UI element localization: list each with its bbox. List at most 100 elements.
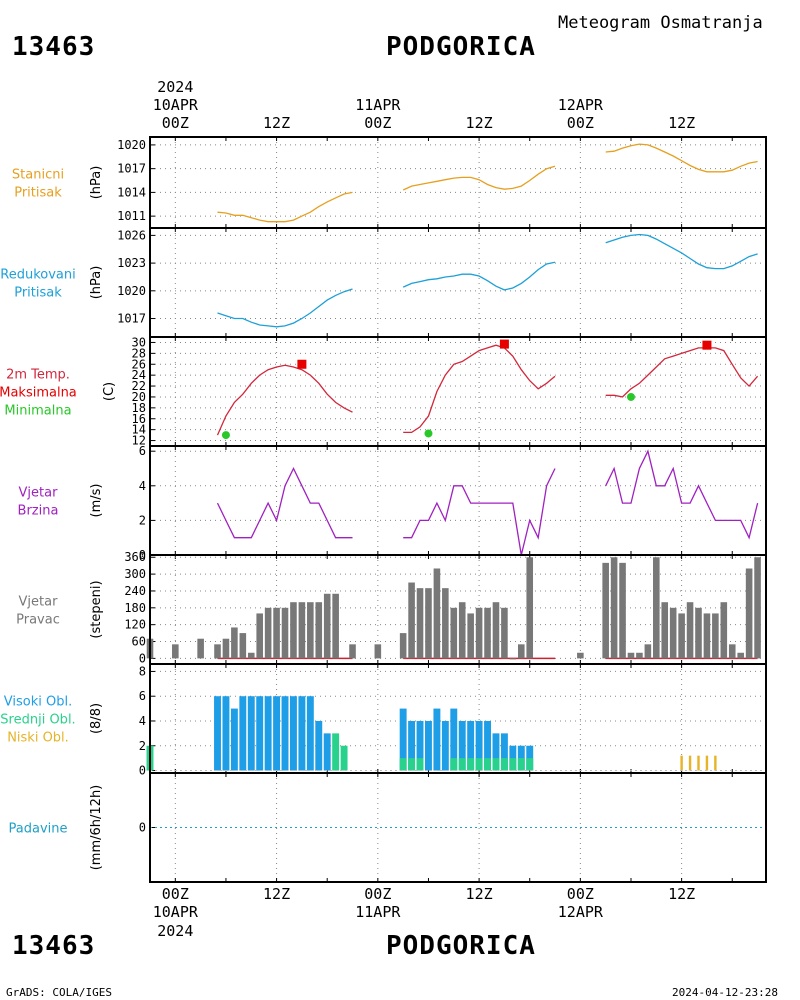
wind-direction-bar — [433, 568, 441, 659]
panel-label: Pravac — [16, 613, 60, 628]
station_pressure-line — [402, 165, 556, 191]
station-name-top: PODGORICA — [386, 32, 536, 62]
wind-direction-bar — [577, 652, 584, 659]
wind-direction-bar — [281, 607, 289, 659]
top-hour-label: 00Z — [567, 114, 594, 132]
cloud-bar — [484, 758, 491, 771]
cloud-bar — [475, 720, 483, 771]
cloud-bar — [214, 696, 221, 771]
station-id-bottom: 13463 — [12, 931, 96, 961]
y-tick-label: 24 — [132, 368, 146, 382]
min-temp-marker — [221, 431, 230, 440]
wind-direction-bar — [298, 602, 306, 659]
top-year-label: 2024 — [157, 78, 193, 96]
wind-direction-bar — [416, 588, 424, 659]
wind-direction-bar — [492, 602, 500, 659]
wind-direction-bar — [745, 568, 753, 659]
y-tick-label: 1017 — [117, 162, 146, 176]
bottom-day-label: 11APR — [355, 903, 401, 921]
bottom-hour-label: 12Z — [466, 885, 493, 903]
station_pressure-line — [605, 143, 758, 173]
top-hour-label: 12Z — [668, 114, 695, 132]
wind-direction-bar — [678, 613, 685, 659]
panel-label: Niski Obl. — [7, 731, 69, 746]
cloud-bar — [714, 755, 717, 771]
y-axis-label: (8/8) — [89, 703, 104, 734]
wind-direction-bar — [172, 644, 179, 659]
cloud-bar — [425, 720, 432, 771]
y-tick-label: 1020 — [117, 138, 146, 152]
y-axis-label: (C) — [102, 382, 117, 401]
wind-direction-bar — [602, 562, 609, 659]
wind-direction-bar — [653, 557, 660, 659]
cloud-bar — [399, 758, 407, 771]
bottom-day-label: 10APR — [153, 903, 199, 921]
wind_speed-line — [216, 467, 353, 539]
meteogram-subtitle: Meteogram Osmatranja — [558, 13, 763, 33]
y-tick-label: 360 — [124, 550, 146, 564]
y-tick-label: 1014 — [117, 185, 146, 199]
bottom-hour-label: 12Z — [668, 885, 695, 903]
top-day-label: 10APR — [153, 96, 199, 114]
y-tick-label: 120 — [124, 618, 146, 632]
y-tick-label: 12 — [132, 434, 146, 448]
wind-direction-bar — [239, 633, 247, 659]
panel-frame — [149, 445, 767, 556]
y-tick-label: 6 — [139, 689, 146, 703]
y-tick-label: 16 — [132, 412, 146, 426]
temperature-line — [605, 347, 759, 398]
y-tick-label: 6 — [139, 444, 146, 458]
wind-direction-bar — [467, 613, 474, 659]
cloud-bar — [705, 755, 709, 771]
top-hour-label: 12Z — [263, 114, 290, 132]
y-tick-label: 2 — [139, 739, 146, 753]
top-day-label: 12APR — [558, 96, 604, 114]
panel-label: 2m Temp. — [6, 368, 70, 383]
panel-frame — [149, 136, 767, 229]
y-tick-label: 22 — [132, 379, 146, 393]
panel-label: Vjetar — [19, 595, 59, 610]
y-tick-label: 1020 — [117, 284, 146, 298]
top-day-label: 11APR — [355, 96, 401, 114]
credit-text: GrADS: COLA/IGES — [6, 986, 112, 999]
y-tick-label: 26 — [132, 357, 146, 371]
cloud-bar — [458, 758, 466, 771]
y-tick-label: 180 — [124, 601, 146, 615]
panel-label: Vjetar — [19, 486, 59, 501]
cloud-bar — [273, 696, 281, 771]
panel-frame — [149, 772, 767, 883]
wind-direction-bar — [323, 593, 331, 659]
y-tick-label: 0 — [139, 821, 146, 835]
cloud-bar — [332, 733, 340, 771]
cloud-bar — [281, 696, 289, 771]
cloud-bar — [239, 696, 247, 771]
wind-direction-bar — [526, 557, 534, 659]
cloud-bar — [450, 708, 458, 771]
bottom-hour-label: 00Z — [364, 885, 391, 903]
wind-direction-bar — [695, 607, 702, 659]
y-axis-label: (hPa) — [89, 266, 104, 300]
wind-direction-bar — [197, 638, 204, 659]
cloud-bar — [256, 696, 264, 771]
y-tick-label: 1026 — [117, 228, 146, 242]
cloud-bar — [467, 720, 475, 771]
bottom-hour-label: 00Z — [162, 885, 189, 903]
y-tick-label: 1011 — [117, 209, 146, 223]
cloud-bar — [697, 755, 700, 771]
cloud-bar — [500, 758, 508, 771]
y-tick-label: 0 — [139, 651, 146, 665]
panel-label: Maksimalna — [0, 386, 77, 401]
cloud-bar — [509, 758, 517, 771]
wind-direction-bar — [256, 613, 263, 659]
cloud-bar — [230, 708, 238, 771]
cloud-bar — [315, 720, 323, 771]
wind-direction-bar — [425, 588, 432, 659]
wind-direction-bar — [374, 644, 382, 659]
cloud-bar — [247, 696, 255, 771]
panel-label: Brzina — [18, 504, 59, 519]
y-tick-label: 4 — [139, 479, 146, 493]
y-tick-label: 60 — [132, 635, 146, 649]
cloud-bar — [517, 758, 525, 771]
panel-frame — [149, 227, 767, 338]
